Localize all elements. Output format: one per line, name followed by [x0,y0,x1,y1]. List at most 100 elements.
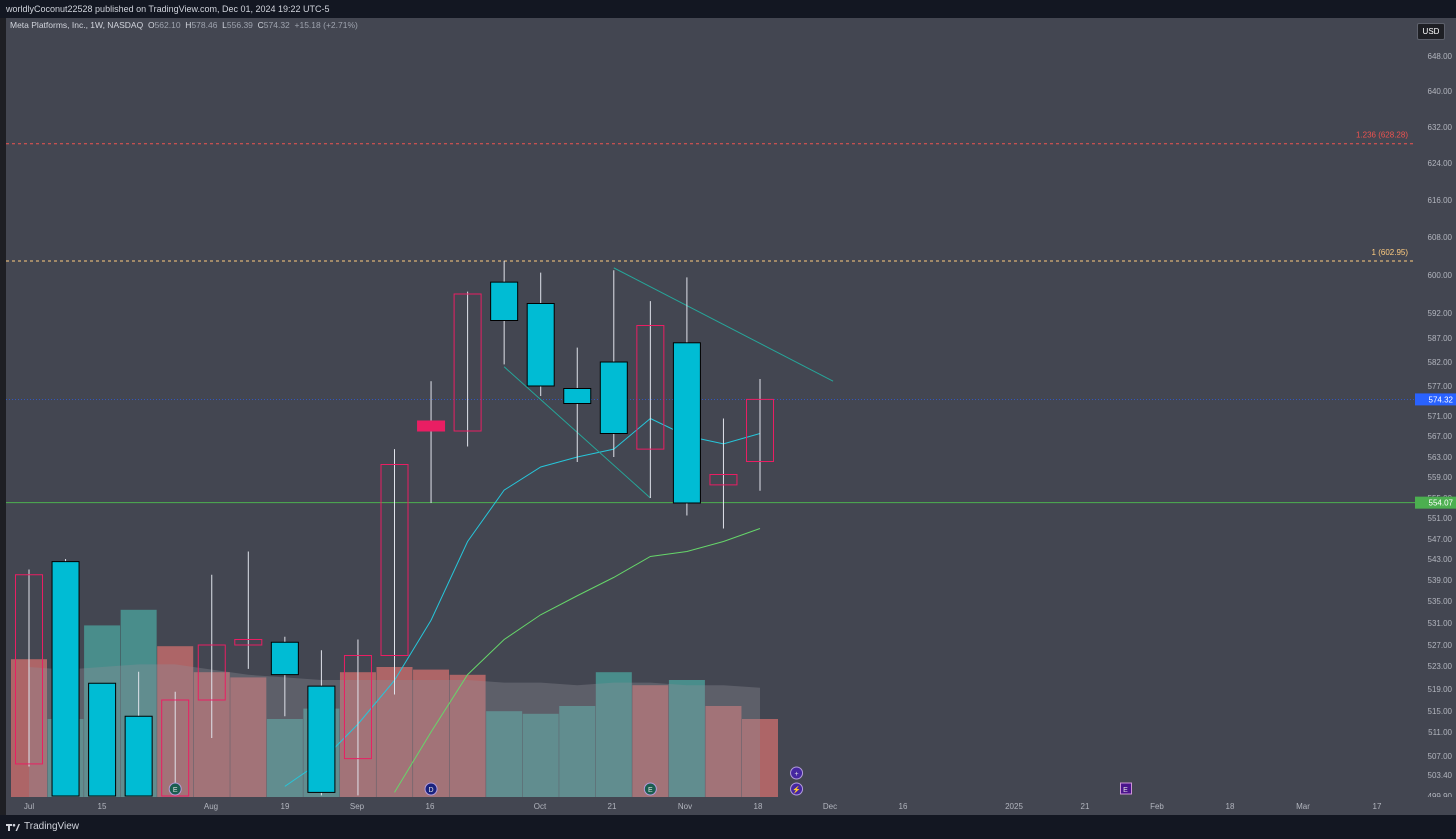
chart-pane[interactable]: 1 (602.95) 1.236 (628.28) E D E + ⚡ E [6,18,1415,797]
price-tick-label: 600.00 [1428,271,1453,280]
legend-close-value: 574.32 [263,20,290,30]
price-tick-label: 539.00 [1428,576,1453,585]
price-tick-label: 582.00 [1428,358,1453,367]
candle-body[interactable] [490,281,519,321]
price-tick-label: 547.00 [1428,535,1453,544]
price-tick-label: 648.00 [1428,52,1453,61]
earnings-marker-icon[interactable] [643,782,657,796]
candle-body[interactable] [307,685,336,793]
price-tick-label: 535.00 [1428,597,1453,606]
time-tick-label: 17 [1373,802,1382,811]
earnings-marker-icon[interactable] [168,782,182,796]
event-marker-label: ⚡ [792,785,801,794]
candle-body[interactable] [746,398,774,462]
event-marker-icon[interactable] [790,766,804,780]
price-chart[interactable]: 1 (602.95) 1.236 (628.28) E D E + ⚡ E [6,18,1415,797]
time-tick-label: 18 [754,802,763,811]
volume-bar [449,674,486,797]
legend-change: +15.18 (+2.71%) [294,20,358,30]
price-tick-label: 624.00 [1428,159,1453,168]
candle-body[interactable] [526,303,555,387]
candle-body[interactable] [234,639,263,646]
currency-button[interactable]: USD [1417,23,1445,40]
time-tick-label: Nov [678,802,692,811]
event-marker-label: E [1123,787,1128,794]
volume-bar [522,713,559,797]
trendline[interactable] [613,267,834,382]
candle-body[interactable] [88,682,117,797]
price-axis[interactable]: 648.00 640.00 632.00 624.00 616.00 608.00 600.… [1389,18,1456,801]
candle-body[interactable] [453,293,482,432]
tradingview-logo-icon [6,823,20,831]
candle-body[interactable] [709,474,738,486]
price-tick-label: 559.00 [1428,473,1453,482]
footer-brand-label: TradingView [24,821,80,832]
time-tick-label: Oct [534,802,547,811]
fib-level-label: 1 (602.95) [1372,248,1409,257]
price-tick-label: 640.00 [1428,87,1453,96]
dividend-marker-icon[interactable] [424,782,438,796]
ema-slow-line [394,528,761,793]
candle-body[interactable] [270,641,299,676]
earnings-marker-icon[interactable] [1120,782,1132,795]
time-tick-label: 16 [426,802,435,811]
event-marker-label: E [648,787,653,794]
publish-header: worldlyCoconut22528 published on Trading… [0,0,1456,18]
candle-body[interactable] [599,361,628,434]
price-tick-label: 563.00 [1428,453,1453,462]
event-marker-label: + [795,771,799,778]
event-marker-label: D [429,787,434,794]
price-tick-label: 515.00 [1428,707,1453,716]
price-tick-label: 571.00 [1428,412,1453,421]
volume-bar [742,719,778,797]
candle-body[interactable] [380,464,409,656]
price-tick-label: 608.00 [1428,233,1453,242]
price-tick-label: 551.00 [1428,514,1453,523]
candle-body[interactable] [124,715,153,797]
time-axis-svg: Jul 15 Aug 19 Sep 16 Oct 21 Nov 18 Dec 16 2025 21 Feb 1… [24,802,1382,811]
volume-bar [559,706,596,797]
legend-high-label: H [185,20,192,30]
legend-high-value: 578.46 [191,20,218,30]
price-tick-label: 507.00 [1428,752,1453,761]
legend-close-label: C [257,20,264,30]
price-tick-label: 587.00 [1428,334,1453,343]
price-tick-label: 543.00 [1428,555,1453,564]
support-price-value: 554.07 [1429,499,1454,508]
time-tick-label: 16 [899,802,908,811]
time-tick-label: Feb [1150,802,1164,811]
candle-body[interactable] [672,342,701,504]
price-tick-label: 519.00 [1428,685,1453,694]
fib-level-label: 1.236 (628.28) [1356,131,1408,140]
volume-bar [266,719,303,797]
price-tick-label: 616.00 [1428,196,1453,205]
price-tick-label: 499.90 [1428,792,1453,797]
candle-body[interactable] [417,420,446,432]
legend-symbol: Meta Platforms, Inc., 1W, NASDAQ [10,20,144,30]
tradingview-brand[interactable]: TradingView [6,815,79,839]
candle-body[interactable] [197,644,226,701]
time-tick-label: 18 [1226,802,1235,811]
candle-body[interactable] [161,699,190,797]
time-tick-label: 19 [281,802,290,811]
price-axis-svg: 648.00 640.00 632.00 624.00 616.00 608.00 600.… [1389,52,1456,801]
time-tick-label: 15 [98,802,107,811]
event-marker-label: E [173,787,178,794]
price-tick-label: 567.00 [1428,432,1453,441]
time-tick-label: 2025 [1005,802,1023,811]
legend-open-label: O [147,20,155,30]
candle-body[interactable] [15,574,43,765]
candle-body[interactable] [343,655,372,760]
legend-low-value: 556.39 [226,20,253,30]
price-tick-label: 527.00 [1428,641,1453,650]
legend-low-label: L [222,20,227,30]
time-axis[interactable]: Jul 15 Aug 19 Sep 16 Oct 21 Nov 18 Dec 16 2025 21 Feb 1… [6,797,1456,815]
time-tick-label: Jul [24,802,34,811]
candle-body[interactable] [51,561,80,797]
candle-body[interactable] [563,388,592,404]
price-tick-label: 511.00 [1428,728,1452,737]
candle-body[interactable] [636,325,665,450]
publish-line: worldlyCoconut22528 published on Trading… [6,4,330,14]
time-tick-label: Mar [1296,802,1310,811]
event-marker-icon[interactable] [790,782,804,796]
